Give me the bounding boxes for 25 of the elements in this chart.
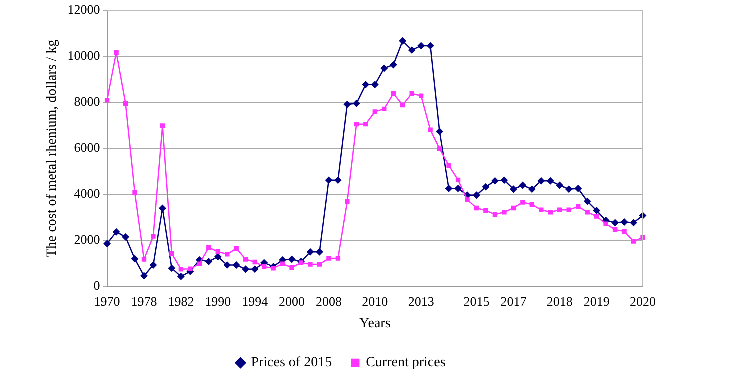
y-tick-label: 2000	[74, 232, 100, 248]
y-tick-label: 4000	[74, 186, 100, 202]
y-tick-label: 12000	[68, 2, 100, 18]
x-tick-label: 1970	[94, 294, 120, 309]
y-tick-label: 0	[94, 278, 100, 294]
x-tick-label: 1982	[168, 294, 194, 309]
x-tick-label: 2008	[316, 294, 342, 309]
x-tick-label: 2018	[546, 294, 573, 309]
legend-label: Current prices	[366, 356, 446, 371]
x-tick-label: 1990	[205, 294, 232, 309]
x-tick-label: 2013	[408, 294, 434, 309]
y-axis-title: The cost of metal rhenium, dollars / kg	[45, 40, 60, 258]
y-tick-label: 8000	[74, 94, 100, 110]
legend-label: Prices of 2015	[251, 356, 332, 371]
y-tick-label: 10000	[68, 48, 100, 64]
x-tick-label: 2015	[464, 294, 490, 309]
x-tick-label: 2017	[500, 294, 528, 309]
x-axis-title: Years	[360, 316, 391, 332]
x-tick-label: 1994	[242, 294, 269, 309]
x-tick-label: 1978	[131, 294, 158, 309]
x-tick-label: 2019	[584, 294, 610, 309]
x-tick-label: 2020	[630, 294, 656, 309]
x-tick-label: 2000	[279, 294, 306, 309]
x-tick-label: 2010	[362, 294, 388, 309]
y-tick-label: 6000	[74, 140, 100, 156]
